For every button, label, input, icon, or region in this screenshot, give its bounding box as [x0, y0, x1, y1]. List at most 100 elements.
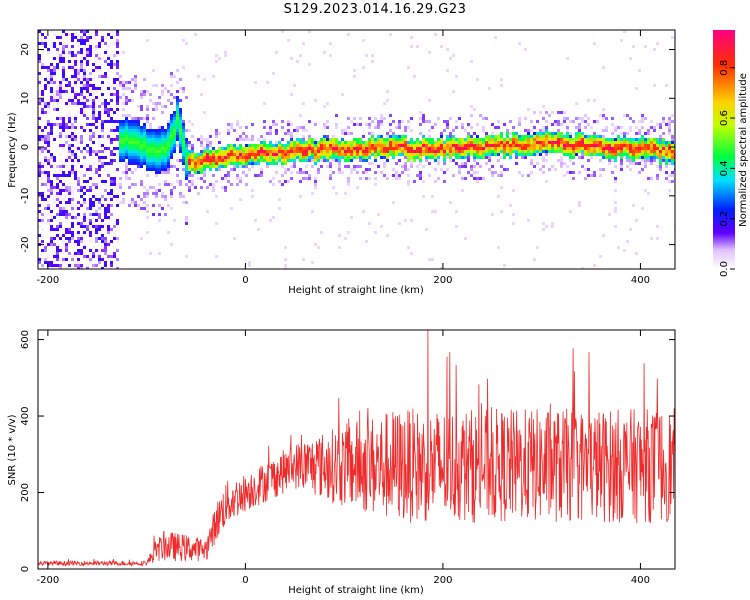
- heatmap-cell: [575, 135, 578, 138]
- heatmap-cell: [44, 147, 47, 150]
- heatmap-cell: [89, 105, 92, 108]
- heatmap-cell: [230, 123, 233, 126]
- heatmap-cell: [635, 150, 638, 153]
- heatmap-cell: [230, 168, 233, 171]
- heatmap-cell: [470, 105, 473, 108]
- heatmap-cell: [371, 147, 374, 150]
- heatmap-cell: [176, 180, 179, 183]
- heatmap-cell: [140, 165, 143, 168]
- heatmap-cell: [509, 147, 512, 150]
- heatmap-cell: [521, 150, 524, 153]
- heatmap-cell: [452, 135, 455, 138]
- y-tick-label: 600: [20, 330, 31, 349]
- heatmap-cell: [128, 129, 131, 132]
- heatmap-cell: [461, 150, 464, 153]
- heatmap-cell: [536, 153, 539, 156]
- heatmap-cell: [101, 39, 104, 42]
- heatmap-cell: [227, 147, 230, 150]
- heatmap-cell: [236, 150, 239, 153]
- heatmap-cell: [164, 138, 167, 141]
- heatmap-cell: [104, 213, 107, 216]
- heatmap-cell: [635, 132, 638, 135]
- heatmap-cell: [458, 153, 461, 156]
- heatmap-cell: [668, 174, 671, 177]
- heatmap-cell: [365, 240, 368, 243]
- heatmap-cell: [203, 159, 206, 162]
- heatmap-cell: [194, 186, 197, 189]
- heatmap-cell: [407, 174, 410, 177]
- heatmap-cell: [74, 261, 77, 264]
- heatmap-cell: [554, 168, 557, 171]
- heatmap-cell: [152, 117, 155, 120]
- heatmap-cell: [551, 225, 554, 228]
- heatmap-cell: [47, 255, 50, 258]
- heatmap-cell: [596, 120, 599, 123]
- heatmap-cell: [449, 156, 452, 159]
- heatmap-cell: [581, 150, 584, 153]
- heatmap-cell: [158, 153, 161, 156]
- heatmap-cell: [173, 126, 176, 129]
- heatmap-cell: [386, 99, 389, 102]
- heatmap-cell: [257, 150, 260, 153]
- heatmap-cell: [47, 219, 50, 222]
- heatmap-cell: [239, 138, 242, 141]
- heatmap-cell: [554, 150, 557, 153]
- heatmap-cell: [134, 123, 137, 126]
- heatmap-cell: [116, 135, 119, 138]
- heatmap-cell: [146, 189, 149, 192]
- heatmap-cell: [224, 162, 227, 165]
- heatmap-cell: [452, 144, 455, 147]
- heatmap-cell: [71, 168, 74, 171]
- heatmap-cell: [218, 150, 221, 153]
- heatmap-cell: [107, 204, 110, 207]
- heatmap-cell: [53, 42, 56, 45]
- heatmap-cell: [434, 123, 437, 126]
- heatmap-cell: [86, 60, 89, 63]
- heatmap-cell: [62, 213, 65, 216]
- heatmap-cell: [176, 90, 179, 93]
- heatmap-cell: [533, 165, 536, 168]
- heatmap-cell: [419, 174, 422, 177]
- heatmap-cell: [176, 120, 179, 123]
- heatmap-cell: [353, 156, 356, 159]
- heatmap-cell: [548, 135, 551, 138]
- heatmap-cell: [350, 159, 353, 162]
- heatmap-cell: [122, 153, 125, 156]
- heatmap-cell: [635, 141, 638, 144]
- heatmap-cell: [581, 156, 584, 159]
- heatmap-cell: [53, 216, 56, 219]
- heatmap-cell: [494, 138, 497, 141]
- heatmap-cell: [71, 189, 74, 192]
- heatmap-cell: [656, 177, 659, 180]
- heatmap-cell: [146, 165, 149, 168]
- heatmap-cell: [71, 237, 74, 240]
- heatmap-cell: [38, 135, 41, 138]
- heatmap-cell: [44, 183, 47, 186]
- heatmap-cell: [620, 144, 623, 147]
- heatmap-cell: [101, 162, 104, 165]
- heatmap-cell: [131, 123, 134, 126]
- heatmap-cell: [146, 147, 149, 150]
- heatmap-cell: [269, 132, 272, 135]
- heatmap-cell: [86, 63, 89, 66]
- heatmap-cell: [659, 153, 662, 156]
- heatmap-cell: [182, 168, 185, 171]
- heatmap-cell: [599, 138, 602, 141]
- heatmap-cell: [491, 123, 494, 126]
- heatmap-cell: [551, 135, 554, 138]
- heatmap-cell: [440, 141, 443, 144]
- heatmap-cell: [269, 153, 272, 156]
- heatmap-cell: [314, 147, 317, 150]
- heatmap-cell: [386, 147, 389, 150]
- heatmap-cell: [671, 135, 674, 138]
- heatmap-cell: [56, 228, 59, 231]
- heatmap-cell: [101, 249, 104, 252]
- heatmap-cell: [257, 159, 260, 162]
- heatmap-cell: [482, 153, 485, 156]
- heatmap-cell: [368, 222, 371, 225]
- heatmap-cell: [488, 138, 491, 141]
- heatmap-cell: [437, 141, 440, 144]
- heatmap-cell: [311, 141, 314, 144]
- heatmap-cell: [257, 228, 260, 231]
- heatmap-cell: [83, 165, 86, 168]
